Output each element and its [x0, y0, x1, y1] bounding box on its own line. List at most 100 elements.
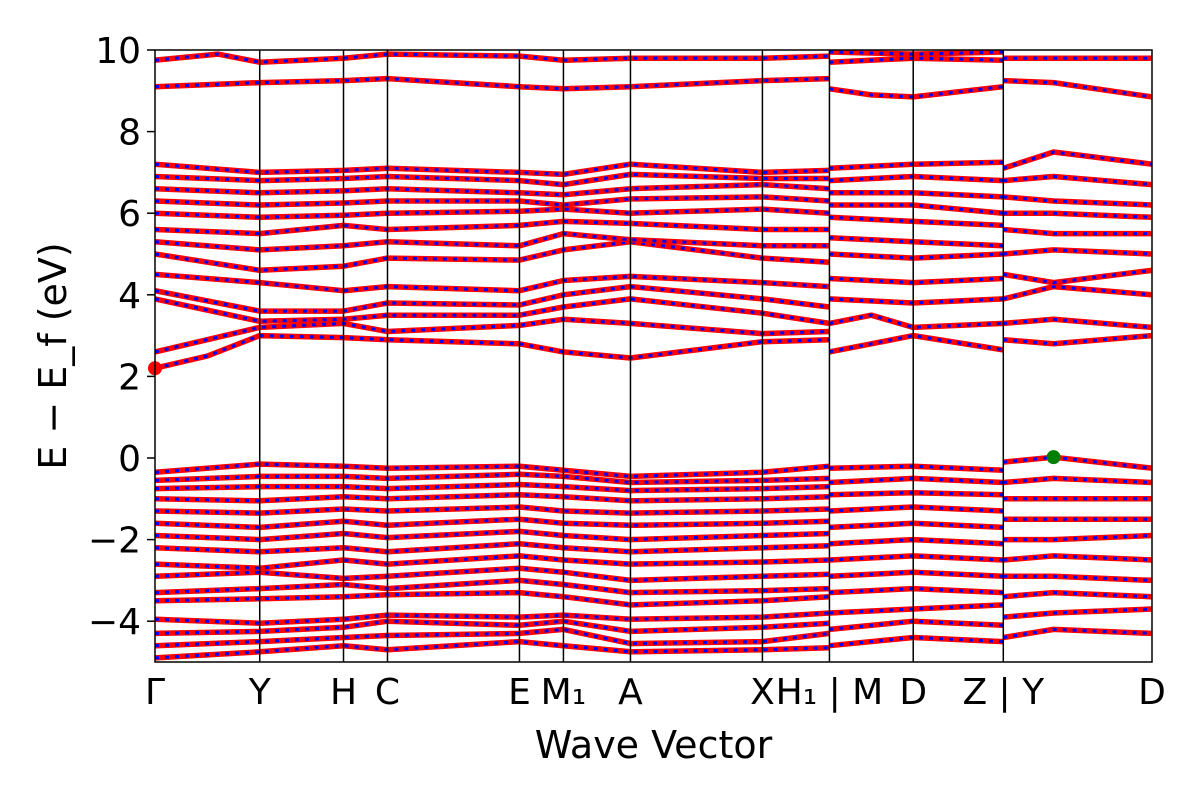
band-dash-76 — [1002, 150, 1152, 170]
band-dash-21 — [155, 240, 830, 272]
band-dash-12 — [155, 493, 830, 503]
band-line-51 — [829, 190, 1004, 200]
band-dash-8 — [155, 542, 830, 554]
hs-label-9: D — [899, 672, 927, 713]
hs-label-6: A — [618, 672, 643, 713]
hs-label-7: X — [750, 672, 775, 713]
band-dash-16 — [155, 334, 830, 370]
band-line-56 — [829, 50, 1004, 57]
band-dash-9 — [155, 529, 830, 542]
band-line-42 — [829, 463, 1004, 473]
y-tick-label-5: 6 — [118, 194, 141, 235]
hs-label-0: Γ — [145, 672, 165, 713]
band-dash-70 — [1003, 268, 1152, 285]
band-line-16 — [155, 332, 830, 371]
band-line-34 — [829, 585, 1004, 596]
y-tick-label-3: 2 — [118, 357, 141, 398]
high-symmetry-lines — [258, 50, 1005, 662]
band-dash-2 — [155, 619, 830, 635]
band-line-52 — [829, 173, 1004, 184]
band-dash-22 — [155, 232, 830, 252]
vbm-marker — [1046, 450, 1061, 465]
band-dash-65 — [1003, 476, 1152, 484]
band-dash-58 — [1003, 607, 1152, 619]
hs-label-5: M₁ — [541, 672, 587, 713]
band-line-39 — [829, 504, 1004, 514]
hs-label-2: H — [330, 672, 357, 713]
band-line-32 — [829, 618, 1004, 633]
band-dash-74 — [1003, 195, 1152, 207]
plot-frame — [154, 49, 1153, 663]
band-line-54 — [829, 83, 1004, 100]
band-line-7 — [155, 553, 830, 571]
band-dash-0 — [155, 640, 830, 660]
band-dash-43 — [829, 334, 1004, 354]
x-axis-labels: Γ Y H C E M₁ A X H₁ | M D Z | Y D — [145, 672, 1166, 713]
band-line-47 — [829, 251, 1004, 261]
hs-label-10: Z | Y — [962, 672, 1045, 713]
band-dash-24 — [155, 207, 830, 219]
band-line-35 — [829, 569, 1004, 580]
band-dash-27 — [155, 172, 830, 187]
band-line-77 — [1003, 77, 1152, 100]
band-dash-6 — [155, 566, 830, 582]
band-line-48 — [829, 234, 1004, 249]
band-dash-13 — [155, 482, 830, 493]
band-dash-69 — [1002, 285, 1152, 301]
hs-label-11: D — [1138, 672, 1166, 713]
x-axis-title: Wave Vector — [535, 723, 773, 767]
band-dash-28 — [155, 162, 830, 176]
band-dash-77 — [1003, 79, 1152, 99]
band-dash-68 — [1003, 317, 1152, 329]
band-dash-10 — [155, 517, 830, 529]
y-axis-title: E − E_f (eV) — [31, 242, 75, 470]
band-dash-75 — [1003, 174, 1152, 187]
band-dash-61 — [1003, 554, 1152, 562]
band-dash-60 — [1003, 574, 1152, 582]
band-dash-30 — [155, 52, 830, 64]
band-dash-20 — [155, 272, 830, 293]
band-line-23 — [155, 218, 830, 237]
bands-layer — [155, 50, 1152, 661]
y-tick-label-0: −4 — [88, 602, 141, 643]
band-line-50 — [829, 202, 1004, 216]
band-line-53 — [829, 159, 1004, 172]
band-line-49 — [829, 214, 1004, 229]
band-dash-4 — [155, 591, 830, 607]
band-dash-29 — [155, 77, 830, 91]
band-dash-67 — [1003, 334, 1152, 346]
band-dash-23 — [155, 219, 830, 236]
band-dash-71 — [1003, 248, 1152, 256]
band-line-46 — [829, 275, 1004, 286]
band-dash-14 — [155, 472, 830, 485]
y-tick-label-4: 4 — [118, 276, 141, 317]
band-dash-44 — [829, 313, 1004, 329]
band-dash-25 — [155, 195, 830, 207]
band-dash-62 — [1003, 534, 1152, 542]
band-line-36 — [829, 553, 1004, 563]
extrema-markers — [148, 361, 1061, 465]
y-tick-label-6: 8 — [118, 113, 141, 154]
hs-label-8: H₁ | M — [776, 672, 884, 713]
band-line-37 — [829, 536, 1004, 547]
band-line-31 — [829, 634, 1004, 649]
band-dash-72 — [1003, 228, 1152, 236]
band-line-33 — [829, 602, 1004, 616]
y-tick-label-7: 10 — [95, 31, 141, 72]
band-dash-11 — [155, 505, 830, 515]
y-tick-label-1: −2 — [88, 521, 141, 562]
band-dash-5 — [155, 578, 830, 595]
band-line-41 — [829, 475, 1004, 486]
hs-label-4: E — [508, 672, 531, 713]
band-line-70 — [1002, 267, 1152, 286]
y-tick-label-2: 0 — [118, 439, 141, 480]
band-dash-54 — [829, 85, 1004, 99]
band-dash-59 — [1003, 591, 1152, 599]
band-dash-15 — [155, 462, 830, 478]
y-axis-ticks: −4 −2 0 2 4 6 8 10 — [88, 31, 155, 643]
band-dash-7 — [155, 554, 830, 570]
band-line-40 — [829, 489, 1004, 498]
band-dash-26 — [155, 183, 830, 197]
band-dash-1 — [155, 627, 830, 648]
band-dash-3 — [155, 611, 830, 625]
